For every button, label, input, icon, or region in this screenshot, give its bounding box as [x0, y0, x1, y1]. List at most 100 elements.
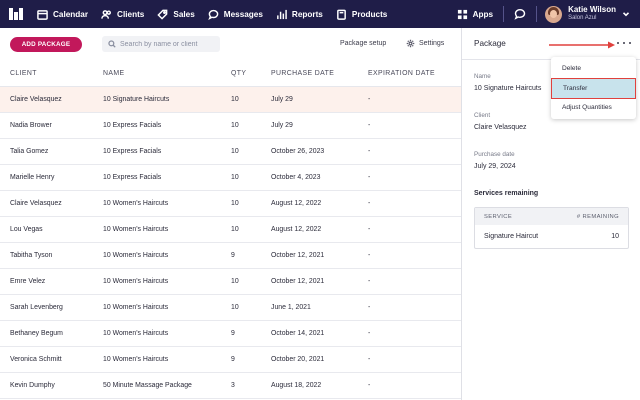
package-name-cell: 10 Express Facials: [103, 174, 162, 181]
table-row[interactable]: Talia Gomez 10 Express Facials 10 October 2…: [0, 139, 461, 165]
table-row[interactable]: Claire Velasquez 10 Signature Haircuts 10 J…: [0, 87, 461, 113]
column-header-client[interactable]: CLIENT: [10, 70, 37, 77]
package-name-cell: 10 Women's Haircuts: [103, 278, 169, 285]
column-header-name[interactable]: NAME: [103, 70, 125, 77]
client-cell: Bethaney Begum: [10, 330, 63, 337]
client-cell: Claire Velasquez: [10, 200, 62, 207]
qty-cell: 10: [231, 174, 239, 181]
search-box[interactable]: [102, 36, 220, 52]
expiration-date-cell: -: [368, 122, 371, 129]
menu-item-delete[interactable]: Delete: [562, 65, 582, 72]
expiration-date-cell: -: [368, 96, 371, 103]
user-name: Katie Wilson: [568, 5, 616, 15]
gear-icon: [406, 39, 415, 48]
client-cell: Sarah Levenberg: [10, 304, 63, 311]
users-icon: [101, 9, 112, 19]
package-setup-link[interactable]: Package setup: [340, 40, 387, 47]
qty-cell: 10: [231, 200, 239, 207]
annotation-arrow-icon: [549, 41, 615, 49]
package-name-cell: 50 Minute Massage Package: [103, 382, 192, 389]
purchase-date-cell: August 12, 2022: [271, 226, 322, 233]
table-row[interactable]: Nadia Brower 10 Express Facials 10 July 29 -: [0, 113, 461, 139]
expiration-date-cell: -: [368, 252, 371, 259]
purchase-date-cell: October 12, 2021: [271, 252, 325, 259]
nav-item-calendar[interactable]: Calendar: [37, 9, 88, 20]
qty-cell: 9: [231, 330, 235, 337]
table-row[interactable]: Veronica Schmitt 10 Women's Haircuts 9 Octo…: [0, 347, 461, 373]
add-package-button[interactable]: ADD PACKAGE: [10, 37, 82, 52]
more-options-button[interactable]: [617, 37, 631, 49]
nav-item-products[interactable]: Products: [336, 9, 388, 20]
package-name-cell: 10 Women's Haircuts: [103, 200, 169, 207]
avatar[interactable]: [545, 5, 563, 23]
table-row[interactable]: Kevin Dumphy 50 Minute Massage Package 3 Au…: [0, 373, 461, 399]
purchase-date-cell: October 26, 2023: [271, 148, 325, 155]
expiration-date-cell: -: [368, 304, 371, 311]
name-label: Name: [474, 73, 491, 80]
package-name-cell: 10 Express Facials: [103, 122, 162, 129]
table-row[interactable]: Lou Vegas 10 Women's Haircuts 10 August 12,…: [0, 217, 461, 243]
client-cell: Lou Vegas: [10, 226, 43, 233]
qty-cell: 10: [231, 148, 239, 155]
purchase-date-cell: June 1, 2021: [271, 304, 311, 311]
package-name-cell: 10 Women's Haircuts: [103, 226, 169, 233]
table-row[interactable]: Sarah Levenberg 10 Women's Haircuts 10 June…: [0, 295, 461, 321]
services-remaining-title: Services remaining: [474, 190, 539, 197]
qty-cell: 10: [231, 278, 239, 285]
nav-item-reports[interactable]: Reports: [276, 9, 323, 20]
purchase-date-value: July 29, 2024: [474, 163, 516, 170]
message-icon: [208, 9, 219, 20]
name-value: 10 Signature Haircuts: [474, 85, 542, 92]
package-name-cell: 10 Women's Haircuts: [103, 356, 169, 363]
package-name-cell: 10 Women's Haircuts: [103, 304, 169, 311]
user-menu[interactable]: Katie Wilson Salon Azul: [568, 5, 616, 21]
client-cell: Marielle Henry: [10, 174, 55, 181]
nav-label: Messages: [223, 9, 263, 19]
chevron-down-icon[interactable]: [621, 9, 631, 19]
nav-label: Products: [351, 9, 388, 19]
panel-title: Package: [474, 39, 506, 48]
purchase-date-cell: October 20, 2021: [271, 356, 325, 363]
client-cell: Claire Velasquez: [10, 96, 62, 103]
package-name-cell: 10 Women's Haircuts: [103, 330, 169, 337]
expiration-date-cell: -: [368, 330, 371, 337]
menu-item-transfer[interactable]: Transfer: [551, 78, 636, 99]
column-header-purchase-date[interactable]: PURCHASE DATE: [271, 70, 335, 77]
nav-item-sales[interactable]: Sales: [157, 9, 195, 20]
chat-button[interactable]: [514, 8, 526, 20]
apps-label: Apps: [472, 9, 494, 19]
table-row[interactable]: Marielle Henry 10 Express Facials 10 Octobe…: [0, 165, 461, 191]
brand-logo-icon[interactable]: [9, 8, 23, 20]
table-row[interactable]: Tabitha Tyson 10 Women's Haircuts 9 October…: [0, 243, 461, 269]
qty-cell: 3: [231, 382, 235, 389]
dot: [617, 41, 620, 45]
column-header-expiration-date[interactable]: EXPIRATION DATE: [368, 70, 436, 77]
package-detail-panel: Package Name 10 Signature Haircuts Clien…: [461, 28, 640, 400]
services-table: SERVICE # REMAINING Signature Haircut 10: [474, 207, 629, 249]
search-icon: [108, 40, 116, 48]
settings-button[interactable]: Settings: [406, 39, 444, 48]
qty-cell: 9: [231, 356, 235, 363]
panel-header: Package: [462, 28, 640, 60]
table-row[interactable]: Bethaney Begum 10 Women's Haircuts 9 Octobe…: [0, 321, 461, 347]
apps-button[interactable]: Apps: [457, 9, 493, 20]
table-row[interactable]: Emre Velez 10 Women's Haircuts 10 October 1…: [0, 269, 461, 295]
expiration-date-cell: -: [368, 278, 371, 285]
qty-cell: 10: [231, 226, 239, 233]
menu-item-adjust-quantities[interactable]: Adjust Quantities: [562, 104, 612, 111]
nav-item-messages[interactable]: Messages: [208, 9, 263, 20]
qty-cell: 10: [231, 122, 239, 129]
purchase-date-cell: July 29: [271, 96, 293, 103]
divider: [536, 6, 538, 22]
nav-item-clients[interactable]: Clients: [101, 9, 144, 20]
calendar-icon: [37, 9, 48, 20]
client-cell: Nadia Brower: [10, 122, 52, 129]
settings-label: Settings: [419, 40, 445, 47]
table-row[interactable]: Claire Velasquez 10 Women's Haircuts 10 Aug…: [0, 191, 461, 217]
search-input[interactable]: [120, 40, 220, 48]
purchase-date-cell: October 12, 2021: [271, 278, 325, 285]
box-icon: [336, 9, 346, 20]
column-header-qty[interactable]: QTY: [231, 70, 247, 77]
client-cell: Kevin Dumphy: [10, 382, 55, 389]
purchase-date-cell: October 4, 2023: [271, 174, 321, 181]
